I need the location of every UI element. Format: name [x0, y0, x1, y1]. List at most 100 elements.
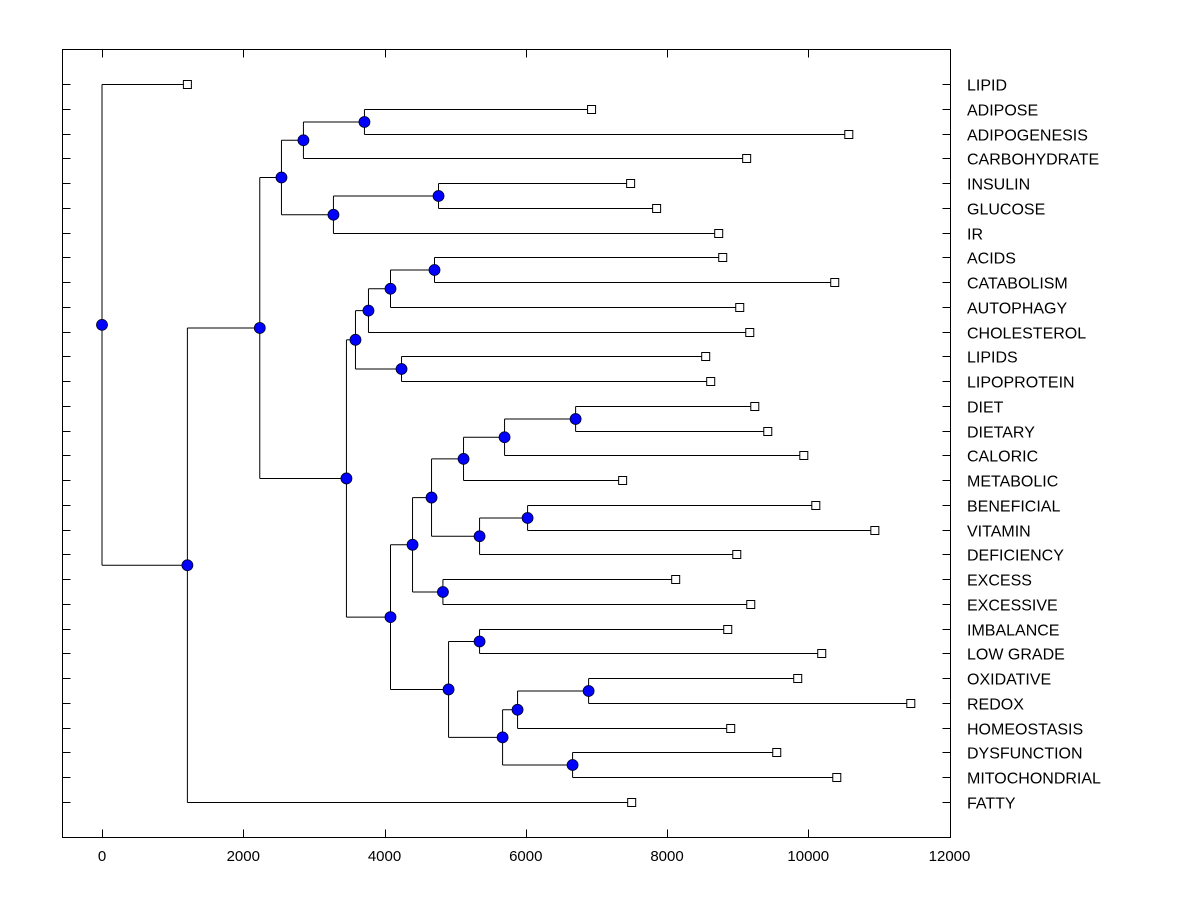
leaf-label: LIPOPROTEIN — [967, 375, 1075, 392]
x-tick-label: 6000 — [509, 848, 542, 865]
leaf-label: DIET — [967, 400, 1004, 417]
cluster-node — [582, 685, 595, 697]
leaf-label: ADIPOGENESIS — [967, 128, 1088, 145]
leaf-labels: LIPID ADIPOSE ADIPOGENESIS CARBOHYDRATE INSU… — [967, 78, 1101, 813]
x-tick-label: 10000 — [787, 848, 829, 865]
leaf-label: CHOLESTEROL — [967, 326, 1086, 343]
leaf-marker-excessive — [746, 600, 756, 609]
x-tick-label: 12000 — [929, 848, 971, 865]
leaf-marker-autophagy — [735, 303, 745, 312]
cluster-node — [297, 134, 310, 147]
leaf-marker-acids — [718, 253, 728, 262]
leaf-label: FATTY — [967, 796, 1016, 813]
leaf-label: CALORIC — [967, 449, 1038, 466]
cluster-node — [340, 472, 353, 485]
leaf-marker-metabolic — [618, 476, 628, 485]
cluster-node — [432, 190, 445, 202]
leaf-markers — [182, 80, 916, 807]
leaf-marker-deficiency — [732, 550, 742, 559]
leaf-marker-dietary — [763, 427, 773, 436]
leaf-label: IMBALANCE — [967, 623, 1059, 640]
leaf-marker-glucose — [652, 204, 662, 213]
leaf-marker-lipoprotein — [706, 377, 716, 386]
leaf-marker-mitochondrial — [832, 773, 842, 782]
cluster-node — [425, 491, 438, 504]
leaf-marker-carbohydrate — [742, 154, 752, 163]
cluster-node — [406, 538, 419, 551]
leaf-label: METABOLIC — [967, 474, 1058, 491]
x-tick-label: 4000 — [368, 848, 401, 865]
leaf-marker-catabolism — [830, 278, 840, 287]
leaf-label: AUTOPHAGY — [967, 301, 1068, 318]
cluster-node — [358, 116, 371, 128]
leaf-marker-adipogenesis — [844, 130, 854, 139]
leaf-label: LIPID — [967, 78, 1007, 95]
leaf-label: DEFICIENCY — [967, 548, 1064, 565]
leaf-marker-lipids — [701, 352, 711, 361]
cluster-node — [473, 635, 486, 648]
cluster-node — [566, 759, 579, 771]
leaf-marker-homeostasis — [726, 724, 736, 733]
leaf-label: GLUCOSE — [967, 202, 1045, 219]
leaf-label: IR — [967, 227, 983, 244]
leaf-marker-low-grade — [817, 649, 827, 658]
cluster-node — [349, 333, 362, 346]
x-tick-label: 0 — [98, 848, 106, 865]
leaf-label: DIETARY — [967, 425, 1035, 442]
cluster-node — [498, 431, 511, 444]
leaf-label: CATABOLISM — [967, 276, 1068, 293]
leaf-marker-insulin — [626, 179, 636, 188]
axis-ticks — [62, 49, 951, 838]
cluster-node — [428, 264, 441, 276]
cluster-node — [384, 282, 397, 295]
cluster-node — [496, 731, 509, 744]
leaf-marker-fatty — [627, 798, 637, 807]
leaf-marker-diet — [750, 402, 760, 411]
dendrogram-links — [101, 84, 911, 803]
leaf-marker-caloric — [799, 451, 809, 460]
leaf-marker-beneficial — [811, 501, 821, 510]
leaf-label: CARBOHYDRATE — [967, 152, 1099, 169]
leaf-marker-lipid — [182, 80, 192, 89]
leaf-marker-redox — [906, 699, 916, 708]
cluster-node — [275, 171, 288, 184]
leaf-marker-imbalance — [723, 625, 733, 634]
leaf-label: ACIDS — [967, 251, 1016, 268]
cluster-node — [473, 530, 486, 543]
leaf-marker-cholesterol — [745, 328, 755, 337]
leaf-label: EXCESSIVE — [967, 598, 1058, 615]
cluster-node — [569, 413, 582, 425]
leaf-label: LOW GRADE — [967, 647, 1065, 664]
leaf-marker-dysfunction — [772, 748, 782, 757]
cluster-node — [437, 586, 449, 598]
cluster-node — [395, 363, 408, 375]
leaf-label: REDOX — [967, 697, 1024, 714]
cluster-node — [442, 683, 455, 696]
cluster-node — [327, 208, 340, 221]
leaf-label: BENEFICIAL — [967, 499, 1060, 516]
leaf-marker-vitamin — [870, 526, 880, 535]
cluster-node — [362, 304, 375, 317]
cluster-node — [511, 703, 524, 716]
leaf-label: LIPIDS — [967, 350, 1018, 367]
leaf-label: EXCESS — [967, 573, 1032, 590]
leaf-label: HOMEOSTASIS — [967, 722, 1083, 739]
leaf-label: INSULIN — [967, 177, 1030, 194]
cluster-node — [521, 512, 534, 524]
cluster-node — [253, 322, 266, 334]
x-tick-label: 8000 — [650, 848, 683, 865]
leaf-label: ADIPOSE — [967, 103, 1038, 120]
cluster-node — [181, 559, 194, 572]
leaf-marker-oxidative — [793, 674, 803, 683]
plot-frame — [62, 49, 951, 838]
x-tick-label: 2000 — [227, 848, 260, 865]
cluster-nodes — [96, 116, 595, 771]
cluster-node — [96, 318, 108, 331]
leaf-marker-excess — [671, 575, 681, 584]
leaf-label: VITAMIN — [967, 524, 1031, 541]
leaf-marker-adipose — [587, 105, 597, 114]
cluster-node — [457, 452, 470, 465]
leaf-marker-ir — [714, 229, 724, 238]
leaf-label: DYSFUNCTION — [967, 746, 1083, 763]
